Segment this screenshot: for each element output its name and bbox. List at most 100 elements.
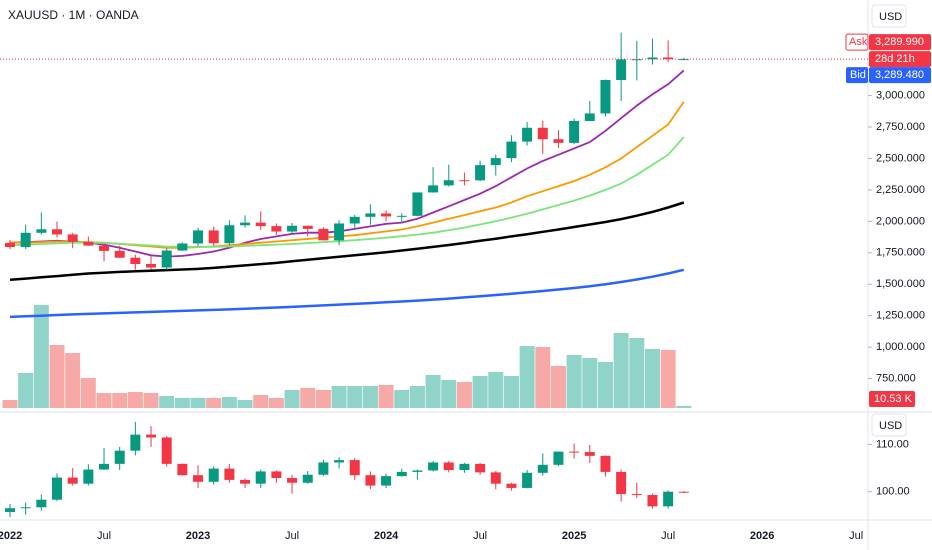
candle-body — [475, 463, 486, 473]
candle-body — [459, 463, 470, 471]
y-tick-label: 3,000.000 — [876, 89, 925, 101]
candle-body — [365, 213, 376, 217]
candle-body — [5, 508, 15, 512]
y-tick-label: 2,000.000 — [876, 215, 925, 227]
volume-bar — [2, 400, 18, 408]
candle-body — [255, 471, 266, 484]
candle-body — [99, 463, 110, 470]
candle-body — [146, 434, 157, 438]
candle-body — [506, 141, 517, 159]
candle-body — [208, 468, 219, 482]
countdown-value: 28d 21h — [875, 53, 915, 65]
candle-body — [20, 507, 31, 509]
candle-body — [36, 229, 47, 233]
candle-body — [83, 241, 94, 246]
candle-body — [616, 59, 627, 80]
candle-body — [146, 263, 157, 268]
candle-body — [161, 437, 172, 464]
candle-body — [428, 462, 439, 471]
candle-body — [114, 450, 125, 464]
volume-bar — [629, 338, 645, 408]
unit-label[interactable]: USD — [879, 11, 902, 23]
volume-bar — [425, 375, 441, 408]
unit-box[interactable] — [871, 413, 907, 437]
x-tick-label: Jul — [849, 530, 863, 542]
candle-body — [224, 225, 235, 244]
volume-bar — [33, 305, 49, 408]
moving-average — [9, 268, 685, 319]
candle-body — [663, 491, 674, 507]
candle-body — [569, 451, 580, 453]
candle-body — [475, 165, 486, 181]
countdown-tag — [869, 51, 931, 68]
volume-bar — [112, 393, 128, 408]
y-tick-label: 110.00 — [876, 438, 909, 450]
volume-bar — [253, 395, 269, 408]
candle-body — [428, 185, 439, 193]
y-tick-label: 2,750.000 — [876, 121, 925, 133]
candle-body — [287, 478, 298, 483]
candle-body — [631, 494, 642, 496]
candle-body — [537, 464, 548, 473]
volume-bar — [456, 382, 472, 408]
volume-bar — [519, 346, 535, 408]
candle-body — [287, 225, 298, 232]
candle-body — [443, 180, 454, 186]
moving-average — [9, 201, 685, 282]
candle-body — [396, 215, 407, 217]
candle-body — [302, 225, 313, 229]
candle-body — [67, 477, 78, 484]
unit-label[interactable]: USD — [879, 420, 902, 432]
volume-bar — [96, 393, 112, 408]
candle-body — [522, 472, 533, 488]
ask-name-tag — [845, 33, 869, 51]
candle-body — [334, 223, 345, 241]
candle-body — [67, 234, 78, 242]
volume-bar — [237, 400, 253, 408]
volume-bar — [190, 398, 206, 408]
candle-body — [130, 434, 141, 451]
unit-box[interactable] — [871, 4, 907, 28]
volume-bar — [127, 392, 143, 408]
ask-value: 3,289.990 — [875, 36, 924, 48]
volume-bar — [550, 366, 566, 408]
volume-tag — [869, 391, 915, 407]
volume-bar — [613, 333, 629, 408]
candle-body — [193, 230, 204, 244]
y-tick-label: 2,500.000 — [876, 152, 925, 164]
candle-body — [224, 468, 235, 480]
volume-bar — [331, 386, 347, 408]
candle-body — [318, 462, 329, 475]
candle-body — [240, 479, 251, 484]
x-tick-label: 2024 — [374, 530, 399, 542]
volume-bar — [441, 380, 457, 408]
volume-bar — [660, 350, 676, 408]
candle-body — [553, 139, 564, 143]
candle-body — [349, 460, 360, 476]
volume-bar — [503, 376, 519, 408]
candle-body — [616, 471, 627, 495]
volume-bar — [221, 397, 237, 408]
candle-body — [522, 127, 533, 142]
candle-body — [647, 495, 658, 507]
volume-bar — [347, 386, 363, 408]
candle-body — [443, 462, 454, 471]
y-tick-label: 100.00 — [876, 486, 910, 498]
candle-body — [318, 228, 329, 241]
bid-name: Bid — [850, 69, 866, 81]
candle-body — [647, 57, 658, 60]
candle-body — [631, 59, 642, 61]
volume-bar — [394, 390, 410, 408]
volume-bar — [472, 376, 488, 408]
volume-bar — [409, 386, 425, 408]
candle-body — [584, 452, 595, 456]
candle-body — [569, 120, 580, 143]
candle-body — [381, 476, 392, 486]
candle-body — [302, 474, 313, 483]
volume-bar — [80, 378, 96, 408]
x-tick-label: Jul — [661, 530, 675, 542]
candle-body — [271, 471, 282, 479]
y-tick-label: 1,000.000 — [876, 341, 925, 353]
candle-body — [255, 222, 266, 227]
